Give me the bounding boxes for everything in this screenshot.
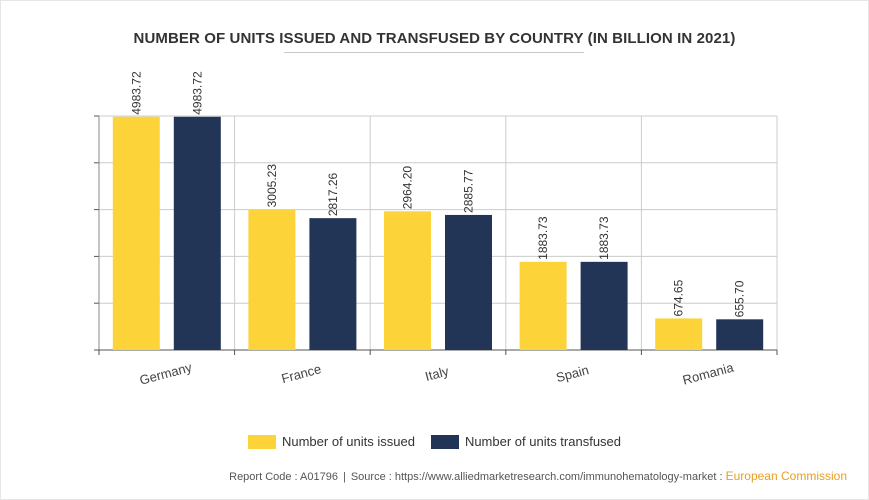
source-brand: European Commission xyxy=(725,469,847,483)
x-tick-label: Spain xyxy=(554,362,590,385)
bar-chart: 4983.72 3005.23 2964.20 1883.73 674.65 4983.7… xyxy=(94,71,778,388)
data-label: 4983.72 xyxy=(190,71,204,115)
data-label: 4983.72 xyxy=(129,71,143,115)
legend-swatch-transfused xyxy=(430,434,459,449)
bar-france-transfused xyxy=(309,218,357,350)
bar-romania-transfused xyxy=(716,319,764,350)
x-tick-label: France xyxy=(280,361,323,386)
legend-swatch-issued xyxy=(247,434,276,449)
data-label: 2817.26 xyxy=(326,172,340,216)
legend-label-issued: Number of units issued xyxy=(281,434,415,449)
bar-germany-transfused xyxy=(173,116,221,350)
bar-spain-issued xyxy=(519,261,567,350)
legend-item-issued[interactable]: Number of units issued xyxy=(247,434,415,449)
data-label: 3005.23 xyxy=(265,164,279,208)
data-label: 2885.77 xyxy=(462,169,476,213)
bar-italy-transfused xyxy=(445,214,492,350)
footer: Report Code : A01796 | Source : https://ww… xyxy=(229,469,847,483)
legend-item-transfused[interactable]: Number of units transfused xyxy=(430,434,622,449)
title-underline xyxy=(284,52,584,53)
x-tick-label: Romania xyxy=(681,359,736,387)
data-label: 655.70 xyxy=(733,280,747,317)
chart-title: NUMBER OF UNITS ISSUED AND TRANSFUSED BY… xyxy=(133,30,736,47)
legend: Number of units issued Number of units t… xyxy=(0,434,869,449)
bar-germany-issued xyxy=(112,116,160,350)
data-label: 674.65 xyxy=(672,279,686,316)
bar-spain-transfused xyxy=(580,261,628,350)
data-label: 2964.20 xyxy=(401,166,415,210)
report-code: Report Code : A01796 xyxy=(229,471,338,483)
footer-separator: | xyxy=(342,471,346,483)
source-text: Source : https://www.alliedmarketresearc… xyxy=(350,471,723,483)
x-tick-label: Germany xyxy=(138,359,194,387)
x-tick-label: Italy xyxy=(423,363,450,384)
bar-france-issued xyxy=(248,209,296,350)
data-label: 1883.73 xyxy=(597,216,611,260)
bar-italy-issued xyxy=(384,211,431,350)
legend-label-transfused: Number of units transfused xyxy=(464,434,622,449)
bar-romania-issued xyxy=(655,318,703,350)
data-label: 1883.73 xyxy=(536,216,550,260)
